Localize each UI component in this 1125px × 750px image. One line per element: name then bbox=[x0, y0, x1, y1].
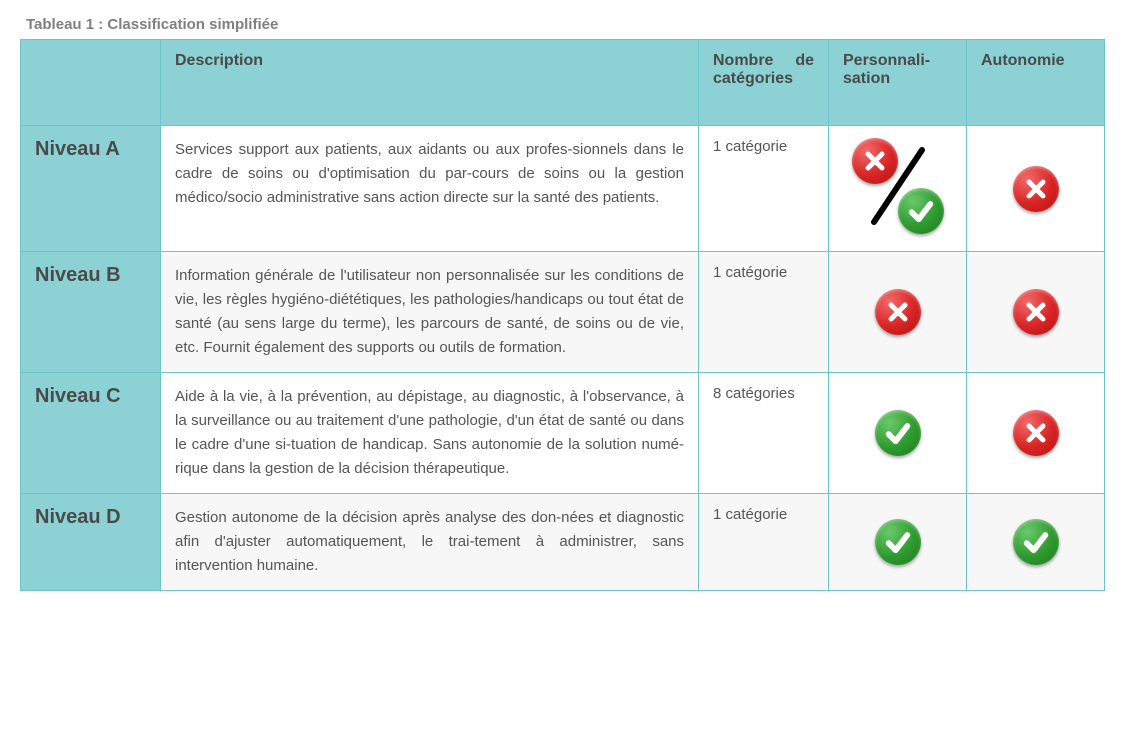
cross-icon bbox=[1013, 410, 1059, 456]
col-num: Nombre de catégories bbox=[699, 40, 829, 126]
col-description: Description bbox=[161, 40, 699, 126]
cross-icon bbox=[1013, 166, 1059, 212]
table-body: Niveau AServices support aux patients, a… bbox=[21, 126, 1105, 591]
auto-cell bbox=[967, 126, 1105, 252]
pers-cell bbox=[829, 373, 967, 494]
level-cell: Niveau B bbox=[21, 252, 161, 373]
check-icon bbox=[875, 519, 921, 565]
num-cell: 1 catégorie bbox=[699, 126, 829, 252]
header-row: Description Nombre de catégories Personn… bbox=[21, 40, 1105, 126]
mixed-icon bbox=[850, 138, 946, 234]
cross-icon bbox=[875, 289, 921, 335]
auto-cell bbox=[967, 494, 1105, 591]
col-pers: Personnali-sation bbox=[829, 40, 967, 126]
pers-cell bbox=[829, 252, 967, 373]
table-title: Tableau 1 : Classification simplifiée bbox=[26, 16, 1105, 33]
col-auto: Autonomie bbox=[967, 40, 1105, 126]
check-icon bbox=[1013, 519, 1059, 565]
description-cell: Aide à la vie, à la prévention, au dépis… bbox=[161, 373, 699, 494]
level-cell: Niveau C bbox=[21, 373, 161, 494]
cross-icon bbox=[1013, 289, 1059, 335]
level-cell: Niveau A bbox=[21, 126, 161, 252]
level-cell: Niveau D bbox=[21, 494, 161, 591]
col-level bbox=[21, 40, 161, 126]
table-row: Niveau CAide à la vie, à la prévention, … bbox=[21, 373, 1105, 494]
description-cell: Gestion autonome de la décision après an… bbox=[161, 494, 699, 591]
cross-icon bbox=[852, 138, 898, 184]
num-cell: 1 catégorie bbox=[699, 252, 829, 373]
classification-table: Description Nombre de catégories Personn… bbox=[20, 39, 1105, 591]
auto-cell bbox=[967, 373, 1105, 494]
num-cell: 8 catégories bbox=[699, 373, 829, 494]
table-row: Niveau AServices support aux patients, a… bbox=[21, 126, 1105, 252]
check-icon bbox=[875, 410, 921, 456]
auto-cell bbox=[967, 252, 1105, 373]
description-cell: Services support aux patients, aux aidan… bbox=[161, 126, 699, 252]
check-icon bbox=[898, 188, 944, 234]
pers-cell bbox=[829, 126, 967, 252]
pers-cell bbox=[829, 494, 967, 591]
num-cell: 1 catégorie bbox=[699, 494, 829, 591]
table-row: Niveau BInformation générale de l'utilis… bbox=[21, 252, 1105, 373]
description-cell: Information générale de l'utilisateur no… bbox=[161, 252, 699, 373]
table-row: Niveau DGestion autonome de la décision … bbox=[21, 494, 1105, 591]
